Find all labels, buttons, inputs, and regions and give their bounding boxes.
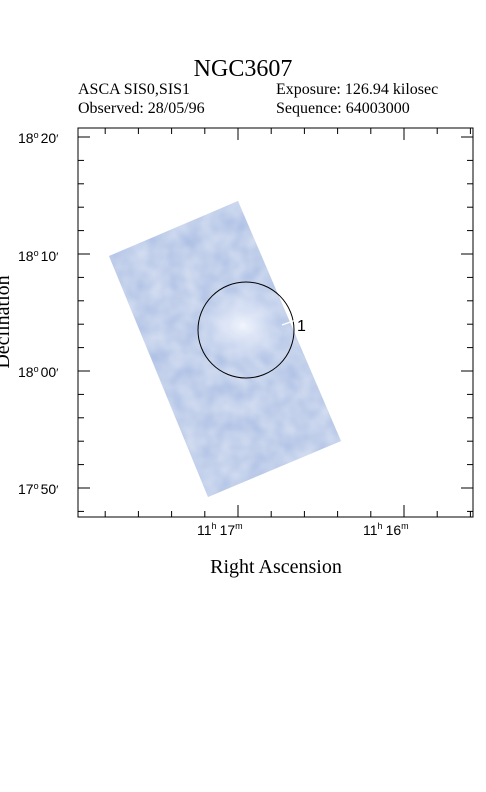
observed-date-label: Observed: 28/05/96 [78,100,205,117]
source-glow [201,288,285,364]
ra-tick-label: 11h 17m [197,521,243,538]
dec-tick-label: 18o 00′ [18,364,59,380]
dec-tick-label: 17o 50′ [18,481,59,497]
sequence-label: Sequence: 64003000 [276,100,410,117]
plot-title: NGC3607 [193,56,293,82]
plot-frame [77,127,474,518]
source-marker-line [281,319,297,326]
ra-tick-label: 11h 16m [363,521,409,538]
ra-tick-labels: 11h 17m 11h 16m [197,521,409,538]
source-region-circle [197,281,295,379]
dec-tick-labels: 18o 20′ 18o 10′ 18o 00′ 17o 50′ [18,130,59,497]
source-marker-label: 1 [297,318,306,335]
exposure-label: Exposure: 126.94 kilosec [276,81,439,98]
dec-tick-label: 18o 20′ [18,130,59,146]
y-axis-label: Declination [0,275,14,368]
x-axis-label: Right Ascension [210,556,342,578]
instrument-label: ASCA SIS0,SIS1 [78,81,191,98]
tick-marks [78,128,473,517]
dec-tick-label: 18o 10′ [18,248,59,264]
